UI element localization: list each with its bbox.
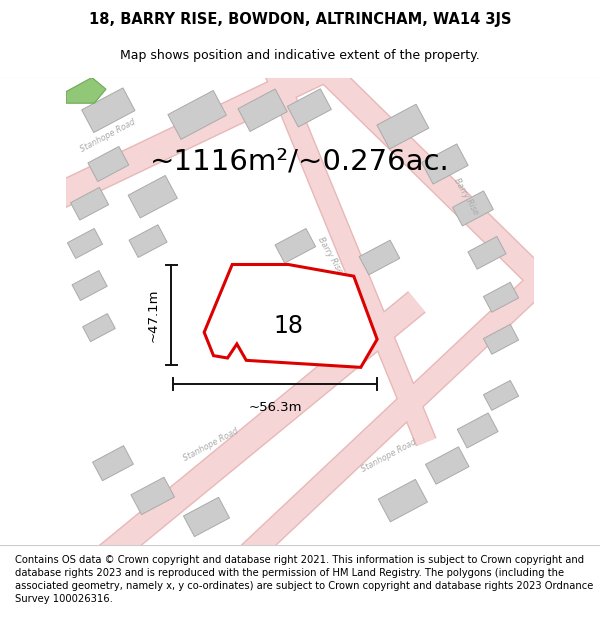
Text: Stanhope Road: Stanhope Road bbox=[79, 118, 137, 154]
Polygon shape bbox=[66, 78, 106, 103]
Polygon shape bbox=[378, 479, 427, 522]
Polygon shape bbox=[184, 498, 230, 537]
Text: Stanhope Road: Stanhope Road bbox=[360, 438, 418, 474]
Polygon shape bbox=[128, 176, 178, 218]
Text: Map shows position and indicative extent of the property.: Map shows position and indicative extent… bbox=[120, 49, 480, 62]
Text: Barry Rise: Barry Rise bbox=[452, 177, 480, 217]
Polygon shape bbox=[452, 191, 493, 226]
Polygon shape bbox=[359, 240, 400, 275]
Text: Contains OS data © Crown copyright and database right 2021. This information is : Contains OS data © Crown copyright and d… bbox=[15, 554, 593, 604]
Polygon shape bbox=[425, 447, 469, 484]
Polygon shape bbox=[131, 478, 175, 514]
Text: ~1116m²/~0.276ac.: ~1116m²/~0.276ac. bbox=[150, 148, 450, 176]
Polygon shape bbox=[72, 271, 107, 301]
Polygon shape bbox=[129, 225, 167, 258]
Polygon shape bbox=[377, 104, 429, 149]
Text: ~47.1m: ~47.1m bbox=[146, 289, 159, 342]
Polygon shape bbox=[484, 381, 518, 411]
Polygon shape bbox=[422, 144, 468, 184]
Polygon shape bbox=[238, 89, 287, 131]
Polygon shape bbox=[468, 236, 506, 269]
Text: 18: 18 bbox=[273, 314, 303, 338]
Polygon shape bbox=[67, 229, 103, 259]
Polygon shape bbox=[484, 282, 518, 312]
Text: 18, BARRY RISE, BOWDON, ALTRINCHAM, WA14 3JS: 18, BARRY RISE, BOWDON, ALTRINCHAM, WA14… bbox=[89, 12, 511, 27]
Polygon shape bbox=[275, 229, 316, 263]
Polygon shape bbox=[71, 188, 109, 220]
Polygon shape bbox=[457, 413, 498, 448]
Polygon shape bbox=[82, 88, 135, 132]
Text: ~56.3m: ~56.3m bbox=[248, 401, 302, 414]
Text: Barry Rise: Barry Rise bbox=[316, 235, 344, 275]
Polygon shape bbox=[168, 91, 226, 139]
Polygon shape bbox=[83, 314, 115, 342]
Polygon shape bbox=[88, 146, 129, 181]
Polygon shape bbox=[484, 324, 518, 354]
Polygon shape bbox=[92, 446, 133, 481]
Polygon shape bbox=[287, 89, 331, 127]
Polygon shape bbox=[204, 264, 377, 368]
Text: Stanhope Road: Stanhope Road bbox=[182, 426, 240, 462]
